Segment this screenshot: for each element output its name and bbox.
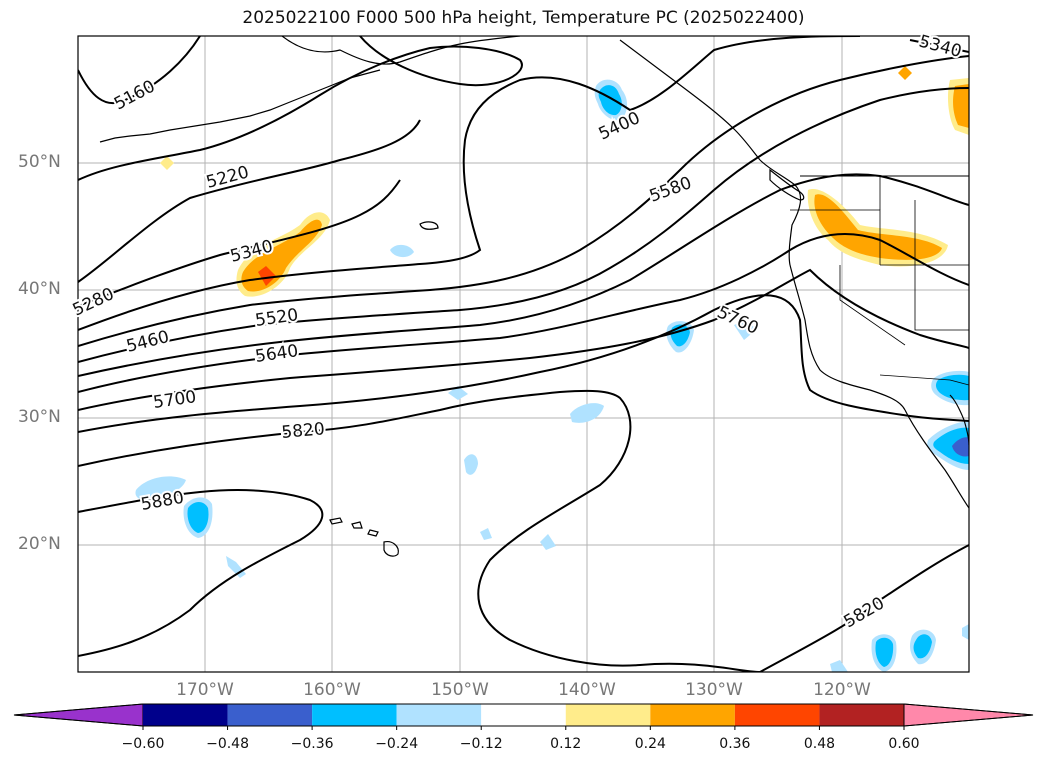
warm-patch-northwest-us-core	[814, 194, 942, 260]
lon-label-130: 130°W	[685, 680, 743, 700]
coastline-alaska	[281, 36, 521, 65]
contour-5340-ne	[909, 39, 969, 53]
cold-patch-mexico-max	[952, 437, 969, 457]
cold-patch-7	[135, 476, 186, 500]
colorbar-segment	[481, 704, 566, 726]
colorbar-segment	[819, 704, 904, 726]
contour-5280	[78, 119, 421, 283]
colorbar-segment	[143, 704, 228, 726]
coastline-aleutians	[99, 69, 381, 143]
cold-anomaly-shading	[135, 79, 969, 672]
lon-label-150: 150°W	[431, 680, 489, 700]
lat-label-20: 20°N	[18, 534, 61, 554]
contour-5160	[78, 36, 201, 105]
coastline-alaska-panhandle	[619, 39, 761, 161]
cold-patch-10	[480, 528, 492, 540]
contour-5340	[78, 179, 401, 307]
cold-patch-alaska-core	[598, 85, 622, 116]
colorbar-tick-label: 0.60	[888, 736, 920, 752]
border-state-4	[914, 200, 969, 331]
colorbar-tick-label: 0.48	[803, 736, 836, 752]
colorbar-tick-label: −0.36	[290, 736, 334, 752]
cold-patch-se-1-core	[875, 637, 894, 667]
lon-label-120: 120°W	[813, 680, 871, 700]
contour-label-5820: 5820	[281, 419, 326, 443]
border-us-mexico	[879, 374, 969, 386]
lon-label-140: 140°W	[558, 680, 616, 700]
cold-patch-se-2-core	[913, 634, 932, 659]
lon-label-170: 170°W	[176, 680, 234, 700]
warm-patch-small-2	[898, 66, 912, 80]
lat-label-30: 30°N	[18, 407, 61, 427]
warm-patch-small-1	[160, 156, 174, 170]
border-state-3	[839, 265, 906, 346]
island-hawaii-1	[329, 517, 343, 525]
cold-patch-3	[734, 320, 756, 340]
contour-5820	[78, 389, 761, 672]
contour-5400	[78, 36, 861, 331]
island-hawaii-big	[383, 541, 399, 557]
lat-label-40: 40°N	[18, 279, 61, 299]
lon-label-160: 160°W	[303, 680, 361, 700]
contour-5700	[78, 268, 969, 411]
colorbar-extend-high	[903, 703, 1034, 727]
cold-patch-8-core	[187, 502, 209, 533]
contour-5520	[78, 87, 969, 363]
chart-title: 2025022100 F000 500 hPa height, Temperat…	[242, 8, 805, 28]
contour-5460	[78, 55, 969, 347]
colorbar-segment	[734, 704, 820, 726]
colorbar-segment	[312, 704, 397, 726]
colorbar-tick-label: 0.24	[634, 736, 666, 752]
colorbar-tick-label: 0.36	[719, 736, 751, 752]
warm-anomaly-shading	[160, 66, 969, 297]
contour-5880	[78, 489, 324, 657]
warm-patch-north-pacific-max	[258, 266, 276, 286]
colorbar-segment	[396, 704, 482, 726]
contour-5220	[78, 36, 523, 181]
colorbar-tick-label: 0.12	[550, 736, 582, 752]
cold-patch-11	[540, 534, 556, 550]
height-contours	[78, 36, 969, 672]
coastline-baja	[904, 409, 969, 509]
contour-5580	[78, 173, 969, 377]
cold-patch-1	[390, 244, 414, 258]
colorbar-extend-low	[13, 703, 144, 727]
island-hawaii-3	[367, 529, 379, 537]
map-background	[78, 36, 969, 672]
colorbar	[13, 703, 1034, 730]
gridlines	[78, 36, 969, 672]
cold-patch-se-4	[830, 660, 848, 672]
colorbar-segment	[227, 704, 313, 726]
colorbar-tick-label: −0.24	[375, 736, 419, 752]
island-hawaii-2	[351, 521, 363, 529]
warm-patch-canada-core	[953, 84, 969, 128]
coastline-west-us	[789, 264, 906, 411]
cold-patch-5	[570, 403, 604, 423]
lat-label-50: 50°N	[18, 152, 61, 172]
colorbar-tick-label: −0.60	[121, 736, 165, 752]
island-mid-pacific	[419, 221, 439, 230]
contour-5760	[78, 294, 969, 433]
contour-5640	[78, 233, 969, 393]
contour-5820-se	[759, 544, 969, 672]
colorbar-segment	[565, 704, 651, 726]
cold-patch-baja-core	[935, 374, 969, 401]
cold-patch-se-3	[962, 624, 969, 640]
colorbar-tick-label: −0.12	[459, 736, 503, 752]
map-frame	[77, 35, 970, 673]
cold-patch-6	[464, 454, 478, 475]
colorbar-segment	[650, 704, 735, 726]
coastline-bc	[759, 159, 802, 266]
colorbar-tick-label: −0.48	[206, 736, 249, 752]
